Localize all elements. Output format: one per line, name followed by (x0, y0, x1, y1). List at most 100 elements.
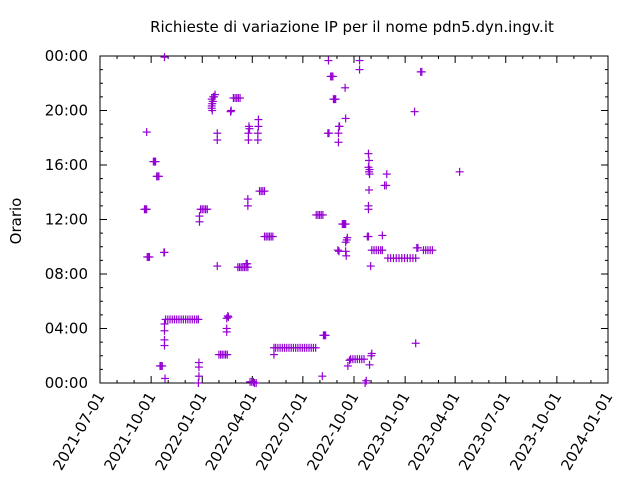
data-point (364, 232, 373, 241)
data-point (455, 167, 464, 176)
y-tick-label: 04:00 (45, 320, 88, 338)
data-point (160, 341, 169, 350)
x-tick-label: 2022-07-01 (252, 389, 311, 474)
data-point (195, 217, 204, 226)
data-point (367, 349, 376, 358)
data-point (223, 350, 232, 359)
data-point (194, 372, 203, 381)
data-point (213, 262, 222, 271)
data-point (355, 65, 364, 74)
y-tick-label: 16:00 (45, 156, 88, 174)
data-point (160, 319, 169, 328)
x-tick-label: 2021-10-01 (100, 389, 159, 474)
data-point (243, 195, 252, 204)
data-point (213, 136, 222, 145)
data-point (364, 149, 373, 158)
data-point (211, 90, 220, 99)
data-point (227, 106, 236, 115)
data-point (334, 129, 343, 138)
plot-frame (99, 55, 609, 384)
data-point (243, 259, 252, 268)
data-point (355, 56, 364, 65)
data-point (382, 170, 391, 179)
data-point (224, 313, 233, 322)
data-point (161, 374, 170, 383)
data-point (254, 115, 263, 124)
data-point (160, 248, 169, 257)
data-point (208, 106, 217, 115)
data-point (417, 67, 426, 76)
data-point (335, 122, 344, 131)
data-point (382, 181, 391, 190)
data-point (341, 220, 350, 229)
data-point (365, 170, 374, 179)
data-point (213, 129, 222, 138)
data-points (140, 53, 464, 387)
data-point (243, 201, 252, 210)
y-axis-ticks: 00:00 04:00 08:00 12:00 16:00 20:00 00:00 (45, 47, 608, 392)
y-tick-label: 20:00 (45, 102, 88, 120)
data-point (318, 210, 327, 219)
data-point (194, 363, 203, 372)
data-point (331, 95, 340, 104)
data-point (254, 122, 263, 131)
x-tick-label: 2023-04-01 (404, 389, 463, 474)
data-point (145, 252, 154, 261)
data-point (154, 172, 163, 181)
data-point (160, 53, 169, 62)
data-point (321, 331, 330, 340)
x-tick-label: 2024-01-01 (557, 389, 616, 474)
data-point (411, 339, 420, 348)
x-tick-label: 2023-10-01 (506, 389, 565, 474)
y-tick-label: 00:00 (45, 374, 88, 392)
data-point (341, 114, 350, 123)
y-axis-label: Orario (7, 198, 25, 245)
data-point (253, 136, 262, 145)
y-tick-label: 00:00 (45, 47, 88, 65)
data-point (245, 124, 254, 133)
data-point (194, 379, 203, 387)
data-point (334, 138, 343, 147)
data-point (151, 157, 160, 166)
data-point (244, 129, 253, 138)
data-point (343, 233, 352, 242)
data-point (222, 327, 231, 336)
data-point (413, 243, 422, 252)
y-tick-label: 08:00 (45, 265, 88, 283)
data-point (345, 356, 354, 365)
x-tick-label: 2023-01-01 (354, 389, 413, 474)
data-point (318, 372, 327, 381)
data-point (324, 129, 333, 138)
data-point (252, 379, 261, 387)
data-point (364, 205, 373, 214)
data-point (194, 315, 203, 324)
data-point (365, 360, 374, 369)
data-point (334, 247, 343, 256)
data-point (366, 262, 375, 271)
data-point (244, 136, 253, 145)
data-point (253, 129, 262, 138)
data-point (158, 361, 167, 370)
x-tick-label: 2022-04-01 (202, 389, 261, 474)
y-tick-label: 12:00 (45, 211, 88, 229)
data-point (411, 254, 420, 263)
data-point (269, 350, 278, 359)
x-tick-label: 2022-10-01 (303, 389, 362, 474)
data-point (378, 246, 387, 255)
data-point (410, 107, 419, 116)
data-point (324, 56, 333, 65)
data-point (428, 246, 437, 255)
x-tick-label: 2021-07-01 (49, 389, 108, 474)
data-point (343, 361, 352, 370)
data-point (268, 232, 277, 241)
data-point (342, 251, 351, 260)
data-point (365, 156, 374, 165)
data-point (360, 355, 369, 364)
data-point (333, 246, 342, 255)
data-point (142, 205, 151, 214)
data-point (260, 187, 269, 196)
data-point (365, 185, 374, 194)
x-axis-ticks: 2021-07-012021-10-012022-01-012022-04-01… (49, 56, 616, 474)
data-point (236, 94, 245, 103)
